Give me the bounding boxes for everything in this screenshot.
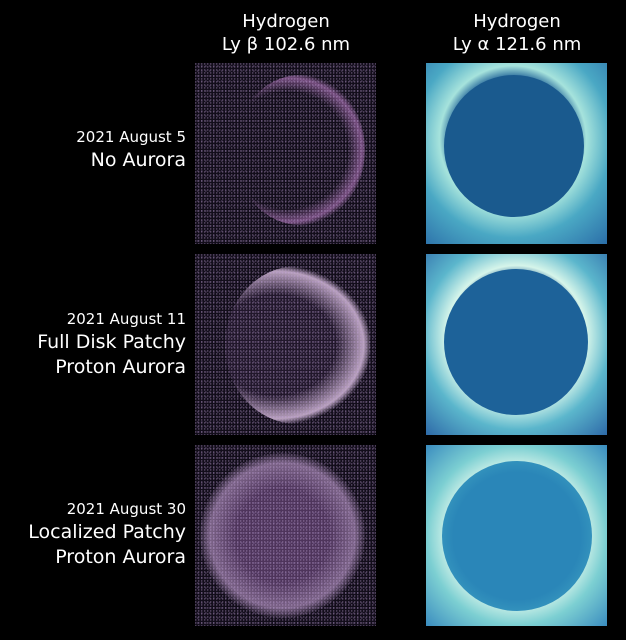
image-ly-alpha-aug5 xyxy=(426,63,607,244)
image-ly-beta-aug11 xyxy=(195,254,376,435)
column-header-ly-beta: Hydrogen Ly β 102.6 nm xyxy=(171,10,401,56)
row-date: 2021 August 5 xyxy=(76,128,186,146)
image-ly-beta-aug5 xyxy=(195,63,376,244)
image-ly-alpha-aug30 xyxy=(426,445,607,626)
row-title: Full Disk Patchy xyxy=(37,331,186,353)
row-title: No Aurora xyxy=(90,149,186,171)
column-header-line2: Ly α 121.6 nm xyxy=(452,34,582,55)
row-date: 2021 August 30 xyxy=(66,500,186,518)
row-title: Proton Aurora xyxy=(55,356,186,378)
column-header-ly-alpha: Hydrogen Ly α 121.6 nm xyxy=(402,10,626,56)
row-title: Proton Aurora xyxy=(55,546,186,568)
row-label-aug30: 2021 August 30 Localized Patchy Proton A… xyxy=(0,498,186,570)
column-header-line1: Hydrogen xyxy=(473,11,561,32)
column-header-line2: Ly β 102.6 nm xyxy=(221,34,351,55)
column-header-line1: Hydrogen xyxy=(242,11,330,32)
row-label-aug11: 2021 August 11 Full Disk Patchy Proton A… xyxy=(0,308,186,380)
image-ly-beta-aug30 xyxy=(195,445,376,626)
row-date: 2021 August 11 xyxy=(66,310,186,328)
image-ly-alpha-aug11 xyxy=(426,254,607,435)
row-label-aug5: 2021 August 5 No Aurora xyxy=(0,126,186,173)
row-title: Localized Patchy xyxy=(28,521,186,543)
